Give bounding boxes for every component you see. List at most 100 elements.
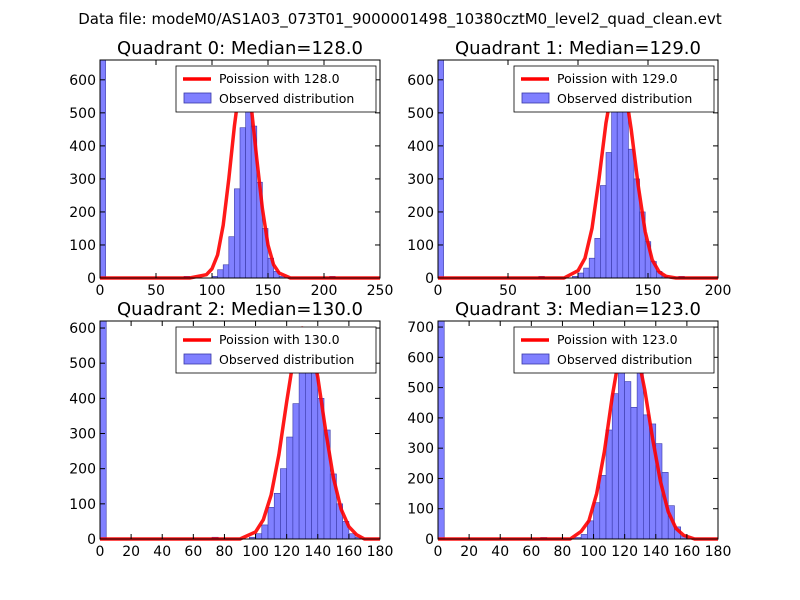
histogram-bar	[583, 267, 590, 279]
y-tick-label: 600	[407, 350, 434, 366]
y-tick-label: 500	[407, 106, 434, 122]
histogram-bar	[437, 320, 445, 540]
y-tick-label: 300	[69, 427, 96, 443]
x-tick-label: 180	[705, 544, 732, 560]
histogram-bar	[292, 403, 300, 540]
y-tick-label: 500	[407, 381, 434, 397]
x-tick-label: 120	[611, 544, 638, 560]
x-tick-label: 150	[255, 283, 282, 299]
histogram-bar	[267, 507, 275, 540]
legend-curve-label: Poission with 130.0	[219, 332, 340, 347]
histogram-bar	[594, 238, 601, 279]
histogram-bar	[593, 502, 601, 540]
histogram-bar	[605, 152, 612, 279]
legend-box	[513, 326, 715, 374]
y-tick-label: 500	[69, 106, 96, 122]
quadrant-3-title: Quadrant 3: Median=123.0	[455, 299, 701, 320]
x-tick-label: 180	[367, 544, 394, 560]
histogram-bar	[273, 492, 281, 540]
histogram-bar	[605, 429, 613, 540]
axes-frame	[437, 320, 719, 540]
histogram-bar	[261, 524, 269, 540]
x-tick-label: 200	[705, 283, 732, 299]
histogram-bar	[599, 475, 607, 540]
legend-box	[513, 65, 715, 113]
histogram-bar	[600, 185, 607, 279]
histogram-bar	[280, 468, 287, 540]
quadrant-2-title: Quadrant 2: Median=130.0	[117, 299, 363, 320]
y-tick-label: 100	[407, 238, 434, 254]
histogram-bar	[611, 393, 619, 540]
y-tick-label: 200	[69, 205, 96, 221]
x-tick-label: 0	[434, 544, 443, 560]
x-tick-label: 100	[565, 283, 592, 299]
y-tick-label: 300	[407, 441, 434, 457]
legend-bars-label: Observed distribution	[557, 352, 692, 367]
y-tick-label: 400	[69, 391, 96, 407]
y-tick-label: 100	[407, 502, 434, 518]
y-tick-label: 100	[69, 497, 96, 513]
histogram-bar	[239, 127, 246, 279]
quadrant-0-panel: Quadrant 0: Median=128.0 0 50 100 150 200 250…	[69, 38, 393, 299]
x-tick-label: 80	[554, 544, 572, 560]
y-tick-label: 500	[69, 356, 96, 372]
x-tick-label: 120	[273, 544, 300, 560]
histogram-bar	[255, 533, 263, 540]
histogram-bar	[234, 188, 241, 279]
legend-curve-label: Poission with 128.0	[219, 71, 340, 86]
x-tick-label: 60	[522, 544, 540, 560]
histogram-bar	[286, 436, 294, 540]
y-tick-label: 700	[407, 320, 434, 336]
axes-frame	[99, 320, 381, 540]
y-tick-label: 600	[69, 321, 96, 337]
legend-bars-swatch	[521, 92, 550, 104]
x-tick-label: 140	[304, 544, 331, 560]
histogram-bar	[580, 534, 588, 540]
quadrant-3-panel: Quadrant 3: Median=123.0 0 20 40 60 80 100 120…	[407, 299, 731, 560]
x-tick-label: 160	[336, 544, 363, 560]
y-tick-label: 300	[69, 172, 96, 188]
histogram-bar	[245, 87, 252, 279]
x-tick-label: 100	[199, 283, 226, 299]
x-tick-label: 0	[96, 283, 105, 299]
legend-bars-swatch	[183, 92, 212, 104]
y-tick-label: 0	[425, 271, 434, 287]
y-tick-label: 0	[87, 532, 96, 548]
legend-box	[175, 65, 377, 113]
legend-bars-swatch	[183, 353, 212, 365]
x-tick-label: 40	[153, 544, 171, 560]
y-tick-label: 300	[407, 172, 434, 188]
histogram-bar	[588, 257, 596, 279]
quadrant-0-title: Quadrant 0: Median=128.0	[117, 38, 363, 59]
quadrant-1-title: Quadrant 1: Median=129.0	[455, 38, 701, 59]
x-tick-label: 50	[499, 283, 517, 299]
x-tick-label: 80	[216, 544, 234, 560]
x-tick-label: 40	[491, 544, 509, 560]
histogram-bar	[628, 148, 635, 279]
quadrant-2-panel: Quadrant 2: Median=130.0 0 20 40 60 80 100 120…	[69, 299, 393, 560]
y-tick-label: 600	[69, 73, 96, 89]
axes-frame	[99, 59, 381, 279]
x-tick-label: 200	[311, 283, 338, 299]
x-tick-label: 50	[147, 283, 165, 299]
legend-bars-label: Observed distribution	[219, 352, 354, 367]
histogram-bar	[624, 381, 632, 540]
histogram-bar	[630, 406, 638, 540]
y-tick-label: 100	[69, 238, 96, 254]
legend-box	[175, 326, 377, 374]
y-tick-label: 600	[407, 73, 434, 89]
x-tick-label: 20	[122, 544, 140, 560]
y-tick-label: 400	[407, 411, 434, 427]
legend-curve-label: Poission with 123.0	[557, 332, 678, 347]
histogram-bar	[298, 355, 306, 540]
histogram-bar	[611, 109, 618, 279]
x-tick-label: 250	[367, 283, 394, 299]
y-tick-label: 200	[407, 205, 434, 221]
histogram-bar	[577, 272, 584, 279]
histogram-bar	[222, 264, 230, 279]
x-tick-label: 0	[96, 544, 105, 560]
y-tick-label: 200	[407, 471, 434, 487]
x-tick-label: 150	[635, 283, 662, 299]
x-tick-label: 100	[580, 544, 607, 560]
